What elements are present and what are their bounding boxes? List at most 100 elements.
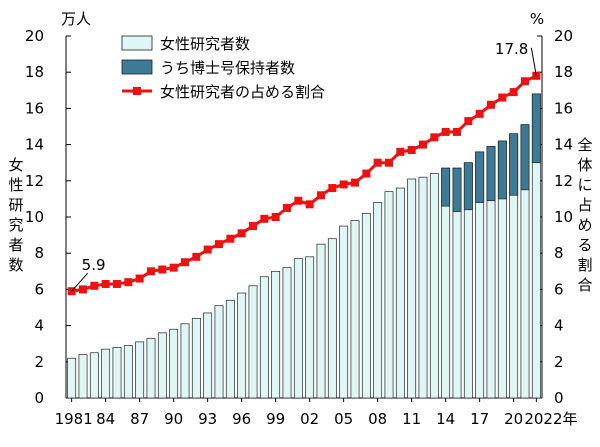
ratio-marker — [294, 196, 303, 205]
bar-doctorate-holders — [520, 124, 530, 191]
ratio-marker — [351, 178, 359, 187]
x-tick-label: 17 — [470, 410, 489, 428]
left-tick-label: 8 — [34, 244, 44, 262]
ratio-marker — [101, 279, 110, 288]
bar-female-researchers — [384, 191, 394, 399]
left-tick-label: 20 — [25, 27, 44, 45]
legend-female-researchers-label: 女性研究者数 — [160, 35, 250, 53]
ratio-marker — [215, 240, 223, 249]
legend-ratio-marker — [133, 87, 141, 95]
ratio-marker — [147, 267, 155, 276]
ratio-marker — [441, 127, 450, 136]
ratio-marker — [260, 214, 269, 223]
left-tick-label: 2 — [34, 353, 44, 371]
bar-female-researchers — [225, 299, 235, 399]
legend-ratio-label: 女性研究者の占める割合 — [160, 83, 325, 101]
legend-doctorate-holders-label: うち博士号保持者数 — [160, 59, 295, 77]
bar-female-researchers — [191, 318, 201, 399]
bar-female-researchers — [67, 357, 77, 399]
bar-female-researchers — [305, 256, 315, 399]
annotation-end-value: 17.8 — [495, 40, 528, 58]
x-tick-label: 99 — [266, 410, 285, 428]
bar-female-researchers — [169, 328, 179, 399]
right-unit-label: % — [530, 10, 544, 28]
right-tick-label: 10 — [554, 208, 573, 226]
left-tick-label: 6 — [34, 280, 44, 298]
ratio-marker — [79, 285, 87, 294]
bar-female-researchers — [350, 220, 360, 399]
ratio-marker — [203, 245, 212, 254]
ratio-marker — [419, 140, 427, 149]
ratio-marker — [192, 252, 201, 261]
bar-female-researchers — [373, 202, 383, 399]
right-tick-label: 16 — [554, 99, 573, 117]
x-tick-label: 11 — [402, 410, 421, 428]
legend-female-researchers-swatch — [121, 35, 153, 51]
axis-title-char: 数 — [8, 256, 23, 274]
bar-female-researchers — [146, 337, 156, 399]
right-tick-label: 14 — [554, 136, 573, 154]
bar-female-researchers — [407, 178, 417, 399]
bar-doctorate-holders — [509, 133, 519, 196]
left-tick-label: 4 — [34, 317, 44, 335]
ratio-marker — [305, 200, 314, 209]
x-tick-label: 2022年 — [524, 410, 577, 428]
ratio-marker — [158, 265, 167, 274]
right-tick-label: 18 — [554, 63, 573, 81]
annotation-start-value: 5.9 — [82, 256, 106, 274]
axis-title-char: 合 — [577, 276, 592, 294]
ratio-marker — [362, 169, 371, 178]
bars — [67, 93, 541, 399]
ratio-marker — [237, 229, 246, 238]
bar-doctorate-holders — [463, 162, 473, 211]
ratio-marker — [271, 213, 280, 221]
axis-title-char: 占 — [577, 196, 592, 214]
left-tick-label: 12 — [25, 172, 44, 190]
x-tick-label: 08 — [368, 410, 387, 428]
ratio-marker — [407, 146, 416, 155]
bar-female-researchers — [327, 238, 337, 399]
ratio-marker — [181, 258, 189, 267]
right-tick-label: 6 — [554, 280, 564, 298]
ratio-marker — [373, 158, 382, 167]
ratio-marker — [328, 184, 337, 193]
axis-title-char: に — [577, 176, 592, 194]
ratio-marker — [339, 180, 348, 189]
left-tick-label: 14 — [25, 136, 44, 154]
axis-title-char: 者 — [8, 236, 23, 254]
bar-female-researchers — [89, 352, 99, 399]
left-unit-label: 万人 — [61, 10, 91, 28]
bar-doctorate-holders — [452, 167, 462, 212]
bar-female-researchers — [429, 173, 439, 399]
bar-female-researchers — [203, 312, 213, 399]
ratio-marker — [135, 274, 144, 283]
bar-female-researchers — [282, 267, 292, 399]
ratio-marker — [509, 88, 518, 97]
axis-title-char: 研 — [8, 196, 23, 214]
bar-female-researchers — [123, 345, 133, 399]
ratio-marker — [475, 109, 484, 118]
bar-female-researchers — [248, 285, 258, 399]
x-tick-label: 84 — [96, 410, 115, 428]
annotation-leader-start — [71, 272, 89, 292]
ratio-marker — [169, 263, 178, 272]
axis-title-char: 全 — [577, 136, 592, 154]
ratio-marker — [249, 222, 257, 231]
bar-female-researchers — [135, 341, 145, 399]
bar-female-researchers — [157, 332, 167, 399]
ratio-marker — [317, 191, 325, 200]
bar-doctorate-holders — [497, 140, 507, 200]
bar-female-researchers — [418, 176, 428, 399]
right-tick-label: 0 — [554, 389, 564, 407]
bar-female-researchers — [78, 354, 88, 399]
bar-female-researchers — [316, 243, 326, 399]
right-tick-label: 2 — [554, 353, 564, 371]
ratio-marker — [113, 279, 121, 288]
axis-title-char: 割 — [577, 256, 592, 274]
right-tick-label: 20 — [554, 27, 573, 45]
legend-doctorate-holders-swatch — [121, 59, 153, 75]
x-tick-label: 96 — [232, 410, 251, 428]
